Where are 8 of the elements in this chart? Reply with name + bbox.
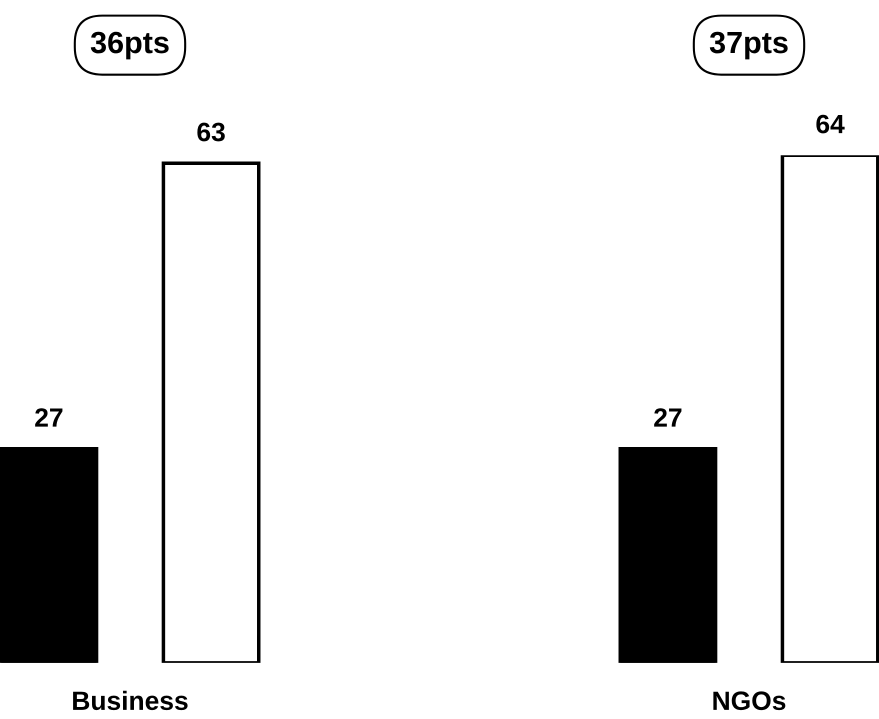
x-tick-label: NGOs bbox=[713, 691, 786, 710]
x-tick-label: Business bbox=[73, 690, 188, 710]
data-label: 27 bbox=[654, 408, 682, 427]
data-label: 27 bbox=[35, 408, 62, 427]
data-label: 64 bbox=[816, 114, 845, 134]
text: 36pts bbox=[90, 32, 169, 60]
text: 37pts bbox=[710, 32, 788, 60]
data-label: 63 bbox=[197, 122, 225, 142]
